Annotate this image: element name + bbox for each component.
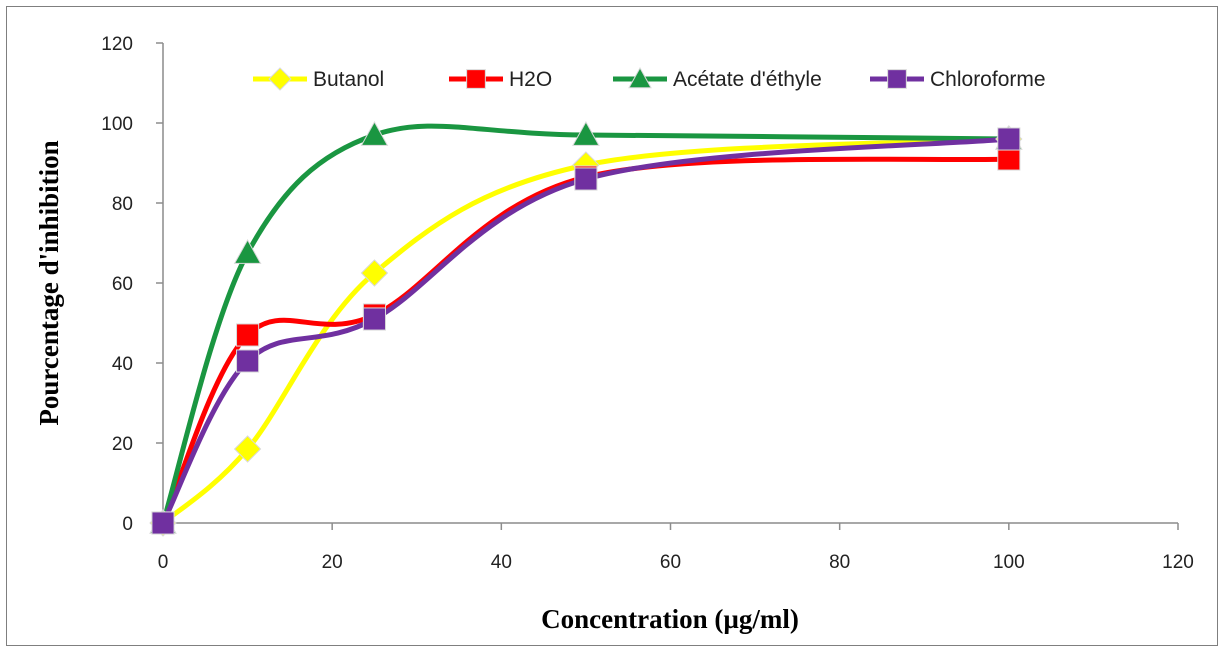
x-tick-label: 0	[158, 552, 169, 573]
x-tick-label: 40	[491, 552, 512, 573]
legend-label-h2o: H2O	[509, 68, 552, 91]
legend-label-chloroforme: Chloroforme	[930, 68, 1046, 91]
y-tick-label: 40	[112, 354, 133, 375]
series-line-chloroforme	[160, 136, 1012, 526]
data-point-h2o	[236, 323, 260, 347]
legend-marker-chloroforme	[887, 69, 907, 89]
y-tick-label: 60	[112, 274, 133, 295]
axes: 0 20 40 60 80 100 120 0 20 40 60 80 100 120	[101, 34, 1194, 573]
data-point-acetate-d-ethyle	[233, 238, 262, 264]
y-tick-label: 80	[112, 194, 133, 215]
legend: Butanol H2O Acétate d'éthyle Chloroforme	[253, 66, 1046, 91]
data-point-chloroforme	[997, 127, 1021, 151]
series-markers	[149, 120, 1023, 537]
x-tick-label: 100	[993, 552, 1025, 573]
data-point-chloroforme	[362, 307, 387, 331]
x-tick-label: 120	[1162, 552, 1194, 573]
y-tick-label: 0	[122, 514, 133, 535]
data-point-h2o	[997, 147, 1021, 171]
data-point-chloroforme	[574, 167, 598, 191]
data-point-chloroforme	[151, 511, 175, 535]
data-point-chloroforme	[236, 349, 260, 373]
legend-marker-butanol	[268, 67, 292, 91]
series-line-butanol	[160, 136, 1012, 526]
data-point-butanol	[233, 435, 262, 463]
series-line-acetate-d-ethyle	[160, 123, 1012, 526]
x-tick-label: 80	[829, 552, 850, 573]
legend-marker-acetate-d-ethyle	[628, 66, 652, 89]
data-point-butanol	[360, 259, 389, 287]
x-tick-label: 20	[322, 552, 343, 573]
x-tick-label: 60	[660, 552, 681, 573]
legend-marker-h2o	[466, 69, 486, 89]
chart-frame	[6, 6, 1218, 646]
x-axis-title: Concentration (µg/ml)	[541, 604, 799, 634]
legend-label-acetate-d-ethyle: Acétate d'éthyle	[673, 68, 822, 91]
data-point-acetate-d-ethyle	[572, 120, 600, 146]
y-tick-label: 120	[101, 34, 133, 55]
y-axis-title: Pourcentage d'inhibition	[34, 140, 64, 425]
y-tick-label: 20	[112, 434, 133, 455]
y-tick-label: 100	[101, 114, 133, 135]
data-point-acetate-d-ethyle	[360, 120, 389, 146]
legend-label-butanol: Butanol	[313, 68, 384, 91]
